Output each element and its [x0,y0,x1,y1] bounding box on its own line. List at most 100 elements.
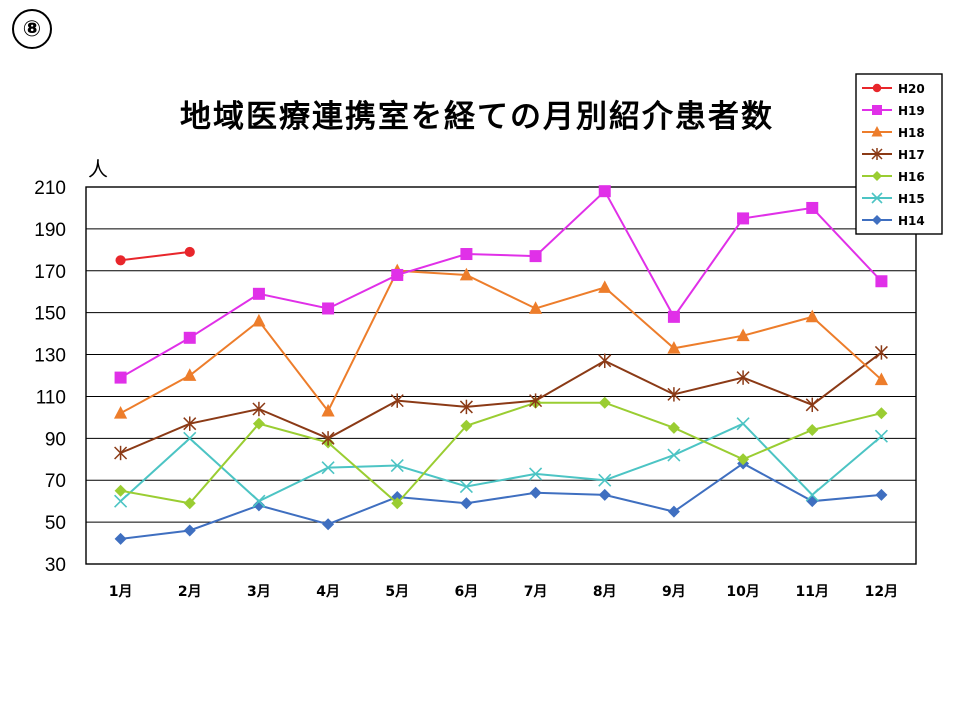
plot-frame [85,186,917,565]
series-line [120,462,882,540]
data-point [115,255,126,266]
legend-label: H15 [898,192,925,206]
data-point [529,393,543,408]
data-point [114,484,127,497]
y-tick-label: 210 [34,178,66,199]
data-point [874,372,889,386]
series-h14 [114,457,888,545]
data-point [667,310,680,323]
data-point [391,497,404,510]
data-point [460,248,473,261]
data-point-stroke [183,431,197,445]
legend-label: H18 [898,126,925,140]
data-point-stroke [390,458,404,473]
data-point [322,302,335,315]
data-point [114,371,127,384]
data-point [391,268,404,281]
legend-item: H18 [862,126,925,140]
x-tick-label: 6月 [455,584,479,600]
data-point [252,313,266,327]
data-point [598,185,611,198]
legend-item: H15 [862,192,925,206]
data-point-stroke [805,488,819,502]
x-tick-label: 9月 [662,584,686,600]
data-point-stroke [114,494,128,508]
series-h17 [114,345,888,461]
data-point [183,368,197,381]
data-point [872,83,882,93]
data-point [252,494,266,508]
series-h19 [114,185,888,384]
data-point [598,396,611,409]
data-point [736,370,750,385]
data-point-stroke [252,494,266,508]
y-tick-label: 50 [45,513,66,534]
data-point [183,431,197,445]
data-point [872,171,882,181]
data-point [113,406,128,419]
data-point [183,524,196,537]
y-axis-label: 人 [88,157,108,181]
data-point [460,497,473,510]
legend-label: H17 [898,148,925,162]
data-point [598,473,612,487]
grid-lines [85,186,917,565]
data-point [459,479,473,494]
data-point [459,267,474,281]
data-point [667,341,681,354]
data-point [872,105,882,115]
data-point [805,397,819,413]
y-tick-label: 190 [34,220,66,241]
series-line [120,351,883,454]
data-point-stroke [459,479,473,494]
data-point [875,407,888,420]
data-point [183,497,196,510]
data-point [322,518,335,531]
x-tick-label: 5月 [385,584,409,600]
legend: H20 H19 H18 H17 H16 H15 H14 [855,73,943,235]
data-point [872,215,882,225]
series-h16 [114,396,888,510]
data-point [871,126,883,137]
data-point [806,201,819,214]
y-tick-label: 130 [34,346,66,367]
legend-item: H14 [862,214,925,228]
data-point [805,488,819,502]
data-point [805,309,819,323]
legend-label: H20 [898,82,925,96]
data-point [667,448,681,462]
data-point [667,505,680,518]
data-point [183,416,197,431]
data-point [390,458,404,473]
legend-label: H19 [898,104,925,118]
data-point [667,421,680,434]
data-point [114,532,127,545]
y-axis-ticks: 210 190 170 150 130 110 90 70 50 30 [34,178,66,576]
legend-item: H19 [862,104,925,118]
data-point-stroke [321,461,335,475]
data-point [252,417,265,430]
data-point [806,495,819,508]
y-tick-label: 30 [45,555,66,576]
data-point [874,429,888,443]
series-line [120,401,882,505]
data-point [321,431,335,446]
data-point-stroke [598,473,612,487]
data-point [529,467,543,481]
x-tick-label: 3月 [247,584,271,600]
series-layer [113,185,889,545]
data-point [736,328,750,342]
legend-item: H16 [862,170,925,184]
data-point [667,387,681,402]
x-tick-label: 7月 [524,584,548,600]
series-line [120,269,883,415]
data-point [598,353,612,369]
data-point [252,287,265,300]
data-point [321,461,335,475]
data-point [184,246,195,258]
data-point [871,192,883,204]
data-point [459,399,473,415]
data-point [321,403,335,417]
data-point-stroke [736,417,750,431]
